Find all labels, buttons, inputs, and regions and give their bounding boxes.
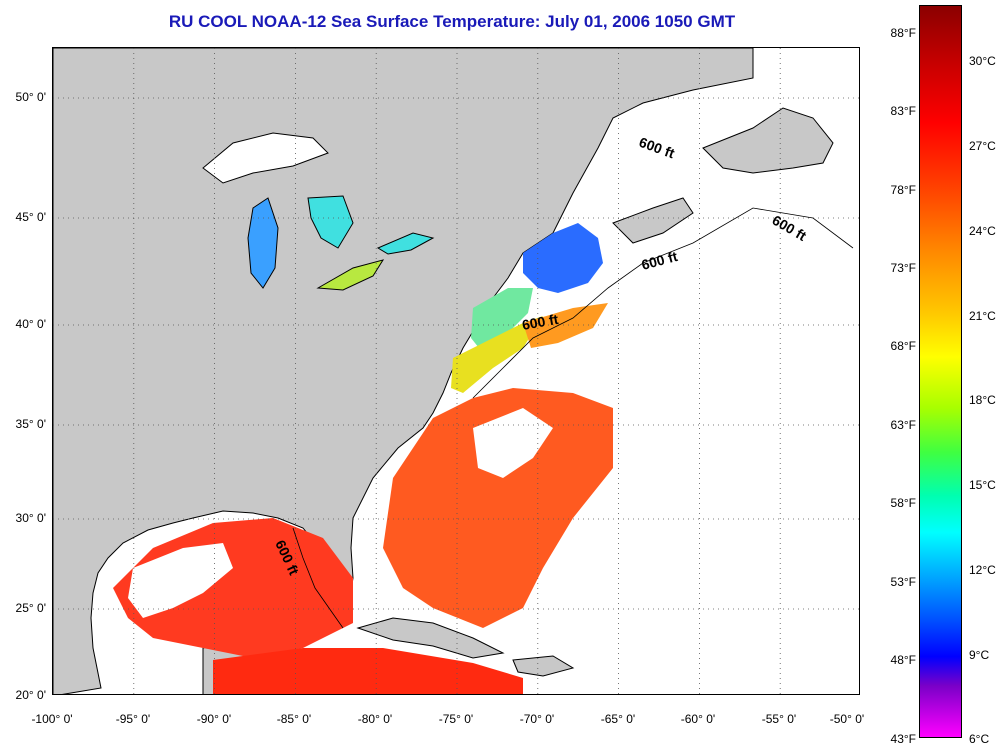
colorbar-c-18: 18°C bbox=[969, 393, 996, 407]
colorbar-c-24: 24°C bbox=[969, 224, 996, 238]
sst-gulf-stream bbox=[383, 388, 613, 628]
lake-erie bbox=[316, 259, 385, 291]
colorbar-f-73: 73°F bbox=[890, 261, 916, 275]
depth-label-georges: 600 ft bbox=[640, 248, 680, 273]
sst-caribbean bbox=[213, 648, 523, 694]
great-lakes bbox=[202, 132, 435, 291]
lat-label-30: 30° 0' bbox=[15, 511, 46, 525]
lon-label-75: -75° 0' bbox=[438, 712, 474, 726]
land-cuba bbox=[356, 617, 505, 659]
colorbar-c-30: 30°C bbox=[969, 54, 996, 68]
lat-label-35: 35° 0' bbox=[15, 417, 46, 431]
colorbar-c-9: 9°C bbox=[969, 648, 990, 662]
lake-ontario bbox=[376, 232, 435, 255]
map-title: RU COOL NOAA-12 Sea Surface Temperature:… bbox=[168, 12, 736, 31]
colorbar-f-88: 88°F bbox=[890, 26, 916, 40]
colorbar-c-12: 12°C bbox=[969, 563, 996, 577]
sst-patches bbox=[113, 223, 613, 694]
colorbar-c-27: 27°C bbox=[969, 139, 996, 153]
depth-contour-line bbox=[292, 207, 854, 629]
colorbar-f-78: 78°F bbox=[890, 183, 916, 197]
lon-label-50: -50° 0' bbox=[829, 712, 865, 726]
land-north-america bbox=[53, 48, 754, 694]
sst-ocean-clouds bbox=[473, 408, 553, 478]
colorbar-f-43: 43°F bbox=[890, 732, 916, 746]
lon-label-100: -100° 0' bbox=[31, 712, 73, 726]
depth-label-mid-atlantic: 600 ft bbox=[521, 311, 560, 333]
land-hispaniola bbox=[512, 655, 575, 677]
sst-gulf-clouds bbox=[128, 543, 233, 618]
depth-label-labrador: 600 ft bbox=[637, 134, 677, 162]
sst-carolina-shelf bbox=[451, 316, 543, 393]
colorbar-f-58: 58°F bbox=[890, 496, 916, 510]
lat-label-50: 50° 0' bbox=[15, 90, 46, 104]
colorbar-f-68: 68°F bbox=[890, 339, 916, 353]
lake-michigan bbox=[247, 197, 279, 289]
temperature-colorbar bbox=[919, 5, 962, 738]
lon-label-80: -80° 0' bbox=[357, 712, 393, 726]
sst-mid-atlantic bbox=[471, 288, 533, 353]
graticule bbox=[53, 48, 859, 694]
colorbar-f-48: 48°F bbox=[890, 653, 916, 667]
colorbar-f-83: 83°F bbox=[890, 104, 916, 118]
lake-huron bbox=[307, 195, 354, 249]
lat-label-25: 25° 0' bbox=[15, 601, 46, 615]
colorbar-f-53: 53°F bbox=[890, 575, 916, 589]
colorbar-c-6: 6°C bbox=[969, 732, 990, 746]
lon-label-95: -95° 0' bbox=[115, 712, 151, 726]
lon-label-90: -90° 0' bbox=[196, 712, 232, 726]
land-newfoundland bbox=[702, 107, 834, 174]
lat-label-45: 45° 0' bbox=[15, 210, 46, 224]
colorbar-f-63: 63°F bbox=[890, 418, 916, 432]
lon-label-60: -60° 0' bbox=[680, 712, 716, 726]
lat-label-20: 20° 0' bbox=[15, 688, 46, 702]
colorbar-c-15: 15°C bbox=[969, 478, 996, 492]
lon-label-70: -70° 0' bbox=[519, 712, 555, 726]
lake-superior bbox=[202, 132, 329, 184]
lon-label-55: -55° 0' bbox=[761, 712, 797, 726]
lat-label-40: 40° 0' bbox=[15, 317, 46, 331]
lon-label-65: -65° 0' bbox=[600, 712, 636, 726]
sst-slope-warm bbox=[523, 303, 608, 348]
sst-map: 600 ft 600 ft 600 ft 600 ft 600 ft bbox=[52, 47, 860, 695]
land-nova-scotia bbox=[612, 197, 694, 244]
sst-gulf-of-maine bbox=[523, 223, 603, 293]
lon-label-85: -85° 0' bbox=[276, 712, 312, 726]
colorbar-c-21: 21°C bbox=[969, 309, 996, 323]
